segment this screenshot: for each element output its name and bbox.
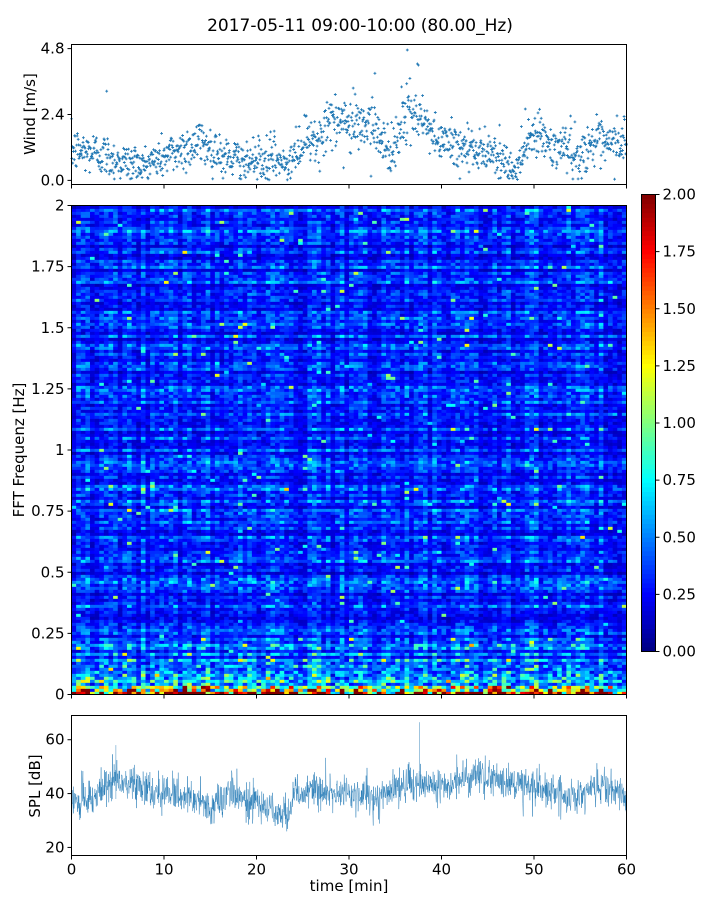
time-xtick-label: 30 — [339, 861, 358, 879]
spl-ytick-label: 20 — [45, 838, 64, 856]
spectrogram-ytick-label: 1.75 — [31, 258, 64, 276]
colorbar-gradient — [642, 195, 656, 652]
spectrogram-ytick-label: 2 — [55, 197, 65, 215]
time-x-ticks: 0 10 20 30 40 50 60 — [67, 856, 636, 879]
colorbar: 0.00 0.25 0.50 0.75 1.00 1.25 1.50 1.75 2.00 — [642, 186, 696, 661]
spl-ytick-label: 40 — [45, 785, 64, 803]
colorbar-tick-label: 1.00 — [663, 414, 696, 432]
colorbar-tick-label: 1.75 — [663, 243, 696, 261]
colorbar-tick-label: 0.50 — [663, 528, 696, 546]
wind-y-axis-label: Wind [m/s] — [21, 73, 39, 155]
spectrogram-ytick-label: 1.25 — [31, 380, 64, 398]
time-xtick-label: 50 — [524, 861, 543, 879]
spl-series — [72, 722, 627, 831]
figure-title: 2017-05-11 09:00-10:00 (80.00_Hz) — [207, 16, 513, 36]
time-xtick-label: 60 — [617, 861, 636, 879]
spectrogram-ytick-label: 0 — [55, 686, 65, 704]
wind-scatter — [70, 49, 628, 182]
time-x-axis-label: time [min] — [310, 877, 389, 895]
colorbar-tick-label: 1.50 — [663, 300, 696, 318]
spectrogram-heatmap — [72, 206, 627, 695]
wind-panel: 0.0 2.4 4.8 Wind [m/s] — [21, 40, 628, 190]
colorbar-ticks: 0.00 0.25 0.50 0.75 1.00 1.25 1.50 1.75 2.00 — [656, 186, 696, 661]
wind-ytick-label: 0.0 — [41, 171, 65, 189]
spl-ytick-label: 60 — [45, 731, 64, 749]
spectrogram-ytick-label: 1 — [55, 441, 65, 459]
spl-y-axis-label: SPL [dB] — [26, 754, 44, 817]
time-xtick-label: 0 — [67, 861, 77, 879]
colorbar-tick-label: 0.75 — [663, 471, 696, 489]
time-xtick-label: 10 — [154, 861, 173, 879]
spectrogram-panel: 0 0.25 0.5 0.75 1 1.25 1.5 1.75 2 FFT Frequenz [… — [10, 197, 627, 704]
wind-points — [70, 49, 628, 182]
spectrogram-ytick-label: 0.5 — [41, 563, 65, 581]
spl-y-ticks: 20 40 60 — [45, 731, 71, 857]
spl-panel: 20 40 60 0 10 20 30 40 50 60 SPL [dB] time [min] — [26, 716, 636, 896]
time-xtick-label: 20 — [247, 861, 266, 879]
wind-ytick-label: 4.8 — [41, 40, 65, 58]
colorbar-tick-label: 0.25 — [663, 585, 696, 603]
spl-line — [72, 722, 627, 831]
spectrogram-ytick-label: 0.75 — [31, 502, 64, 520]
spectrogram-ytick-label: 1.5 — [41, 319, 65, 337]
colorbar-tick-label: 0.00 — [663, 643, 696, 661]
spectrogram-ytick-label: 0.25 — [31, 624, 64, 642]
time-xtick-label: 40 — [432, 861, 451, 879]
spectrogram-y-axis-label: FFT Frequenz [Hz] — [10, 383, 28, 518]
colorbar-tick-label: 2.00 — [663, 186, 696, 204]
wind-ytick-label: 2.4 — [41, 106, 65, 124]
colorbar-tick-label: 1.25 — [663, 357, 696, 375]
